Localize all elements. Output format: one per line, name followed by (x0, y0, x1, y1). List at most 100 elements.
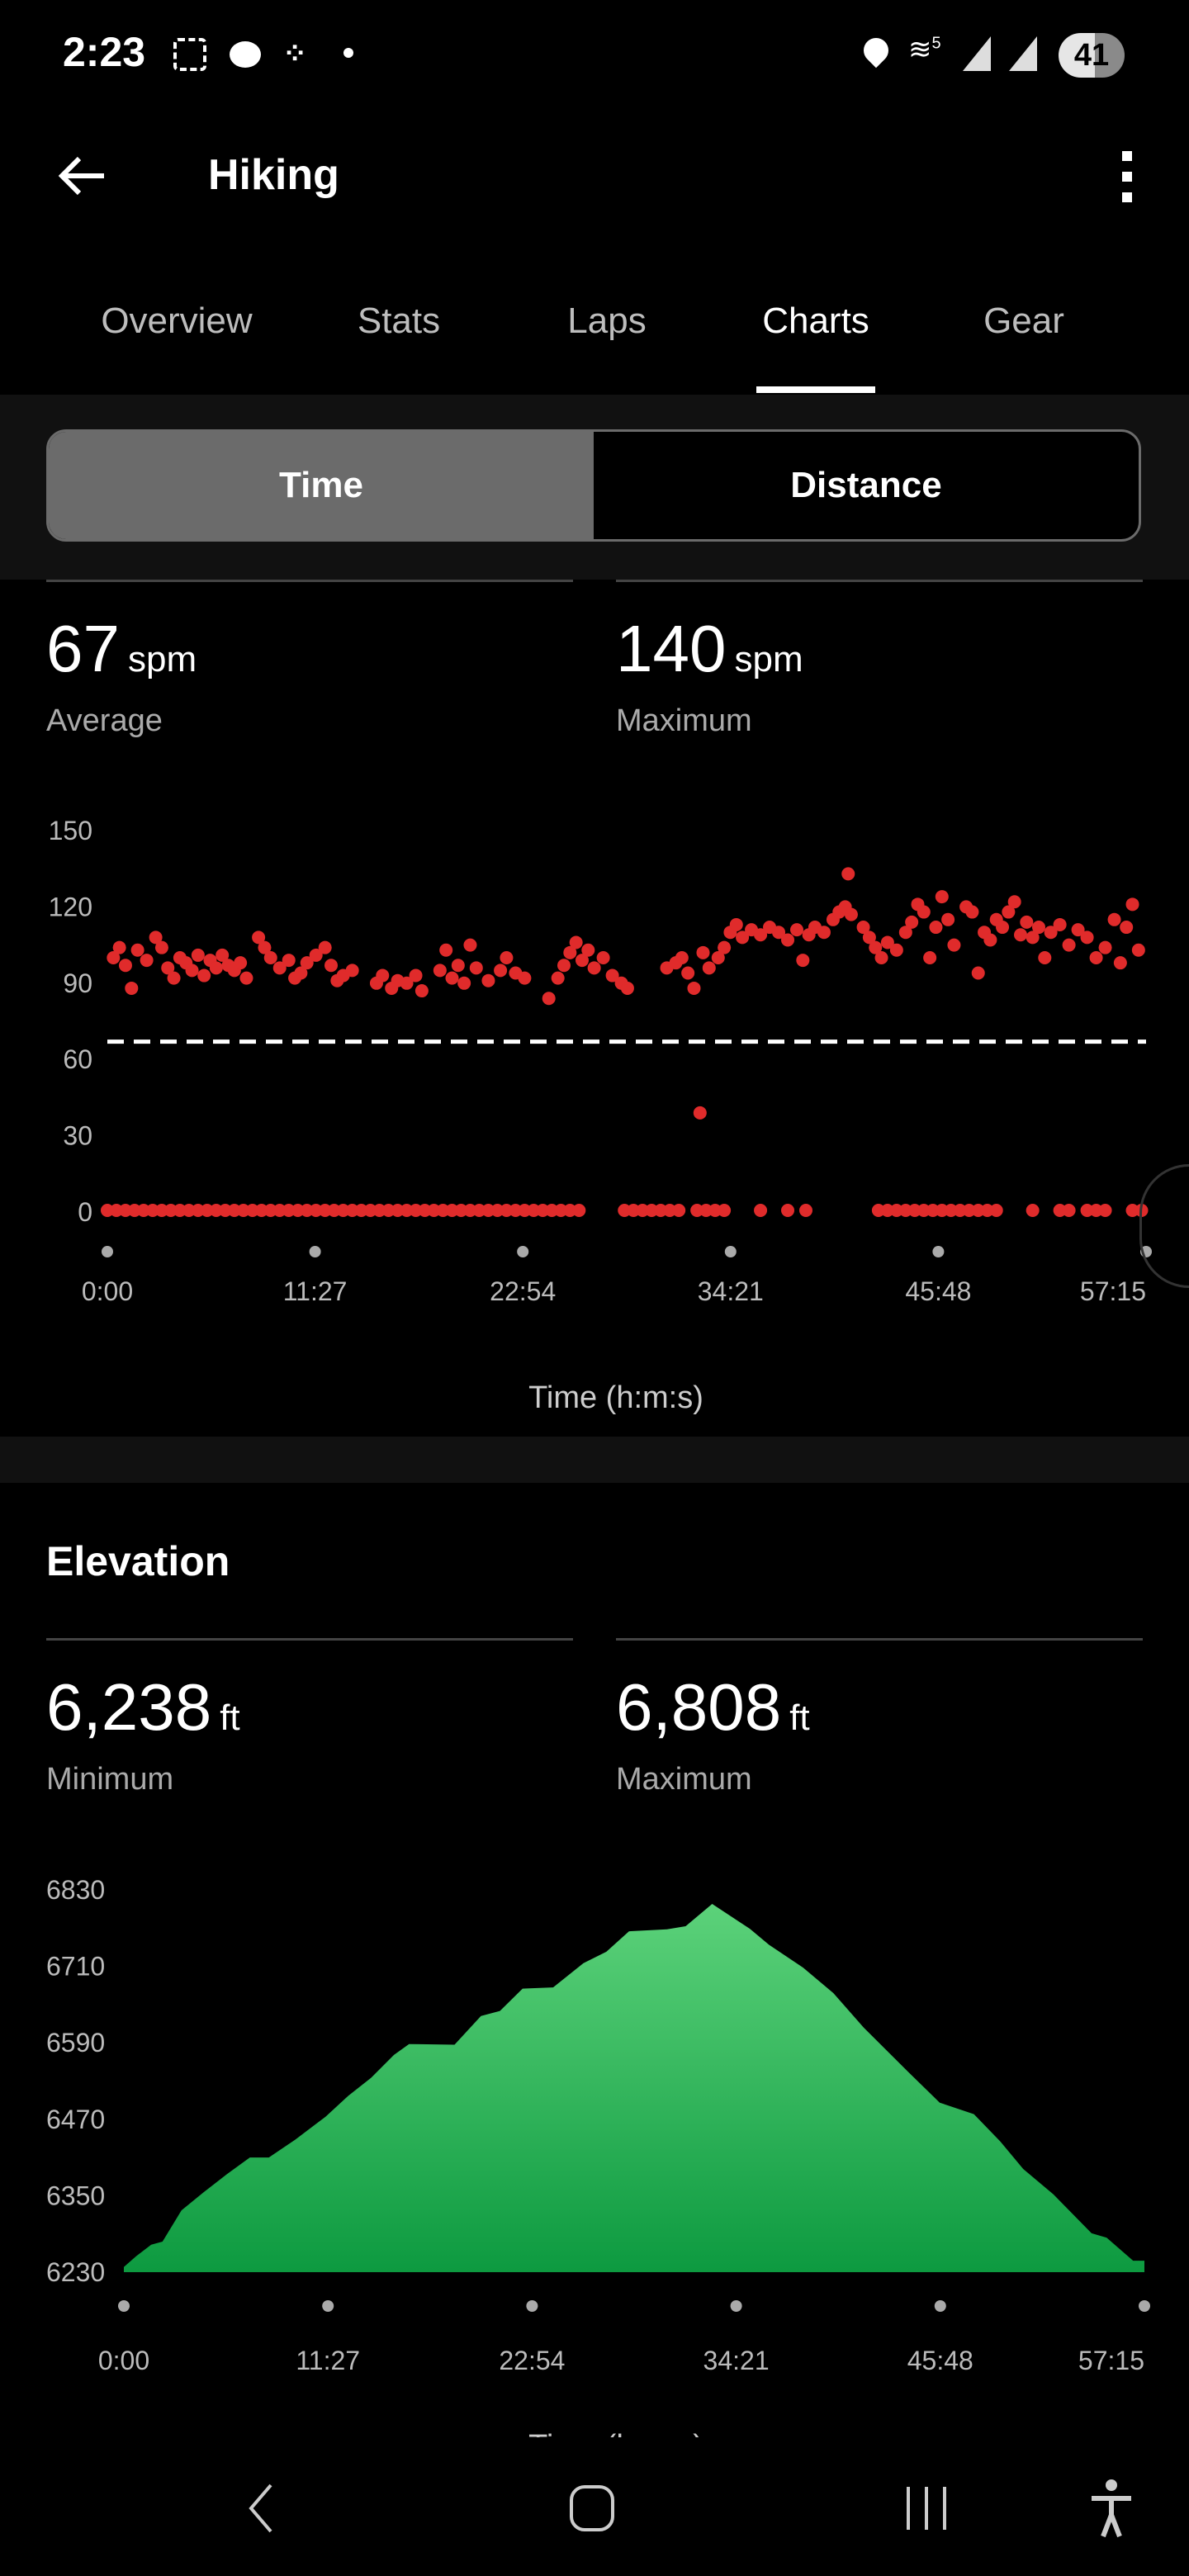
cadence-point (336, 1204, 350, 1217)
cadence-point (772, 926, 786, 940)
elevation-minimum-value: 6,238 ft (46, 1669, 240, 1745)
cadence-point (197, 968, 211, 983)
section-separator (0, 1437, 1189, 1483)
location-icon (858, 32, 894, 69)
back-button[interactable] (54, 147, 112, 205)
elevation-minimum-label: Minimum (46, 1762, 174, 1797)
active-tab-indicator (756, 386, 875, 393)
cadence-point (654, 1204, 668, 1217)
cadence-point (500, 1204, 514, 1217)
cadence-point (161, 961, 175, 975)
cadence-point (109, 1204, 123, 1217)
cadence-point (596, 951, 610, 964)
more-options-button[interactable] (1115, 149, 1139, 206)
cadence-point (1098, 1204, 1112, 1217)
cadence-point (871, 1204, 885, 1217)
toggle-distance[interactable]: Distance (790, 465, 942, 505)
arrow-left-icon (58, 156, 104, 196)
cadence-point (980, 1204, 994, 1217)
cadence-point (729, 917, 743, 931)
cadence-point (557, 959, 571, 973)
cadence-point (472, 1204, 486, 1217)
cadence-point (376, 968, 390, 983)
cadence-point (917, 1204, 931, 1217)
cadence-point (518, 1204, 532, 1217)
cadence-point (754, 928, 768, 942)
cadence-point (889, 943, 903, 957)
cadence-point (935, 890, 949, 904)
cadence-point (149, 930, 163, 945)
cadence-point (345, 964, 359, 978)
more-vertical-icon (1122, 151, 1132, 202)
value: 6,238 (46, 1670, 212, 1744)
cadence-point (1125, 1204, 1139, 1217)
cadence-point (1026, 930, 1040, 945)
cadence-point (627, 1204, 641, 1217)
cadence-point (1062, 938, 1076, 952)
y-tick-label: 6230 (46, 2257, 105, 2287)
x-tick-dot (517, 1246, 529, 1257)
cadence-point (463, 1204, 477, 1217)
cadence-point (309, 948, 323, 962)
cadence-point (898, 926, 912, 940)
cadence-point (880, 1204, 894, 1217)
tab-stats[interactable]: Stats (357, 301, 441, 341)
tab-charts[interactable]: Charts (762, 301, 869, 341)
cadence-point (862, 930, 876, 945)
toggle-time[interactable]: Time (49, 432, 594, 539)
cadence-point (136, 1204, 150, 1217)
cadence-point (254, 1204, 268, 1217)
x-tick-label: 11:27 (283, 1276, 348, 1306)
x-tick-label: 22:54 (490, 1276, 556, 1306)
y-tick-label: 6470 (46, 2105, 105, 2134)
cadence-point (563, 1204, 577, 1217)
nav-home-icon[interactable] (570, 2485, 614, 2531)
cadence-point (209, 961, 223, 975)
nav-recents-icon[interactable] (902, 2484, 951, 2533)
cadence-point (1062, 1204, 1076, 1217)
elevation-maximum-value: 6,808 ft (616, 1669, 810, 1745)
tab-gear[interactable]: Gear (983, 301, 1064, 341)
cadence-point (1089, 1204, 1103, 1217)
tab-laps[interactable]: Laps (567, 301, 647, 341)
cadence-point (1113, 956, 1127, 970)
nav-back-icon[interactable] (244, 2482, 277, 2535)
cadence-point (185, 964, 199, 978)
cadence-point (1080, 930, 1094, 945)
y-tick-label: 60 (63, 1044, 92, 1074)
cadence-point (409, 1204, 423, 1217)
cadence-point (454, 1204, 468, 1217)
tab-overview[interactable]: Overview (101, 301, 253, 341)
cadence-point (300, 1204, 314, 1217)
cadence-point (354, 1204, 368, 1217)
cadence-point (236, 1204, 250, 1217)
status-time: 2:23 (63, 29, 146, 75)
cadence-point (1080, 1204, 1094, 1217)
cadence-point (112, 940, 126, 954)
cadence-point (445, 971, 459, 985)
accessibility-icon[interactable] (1088, 2479, 1135, 2538)
cadence-point (263, 951, 277, 964)
cadence-point (971, 1204, 985, 1217)
y-tick-label: 6350 (46, 2181, 105, 2210)
cadence-point (173, 1204, 187, 1217)
x-tick-label: 45:48 (905, 1276, 971, 1306)
cadence-point (696, 945, 710, 959)
cadence-point (636, 1204, 650, 1217)
cadence-point (796, 954, 810, 968)
cadence-point (294, 966, 308, 980)
system-nav-bar (0, 2437, 1189, 2576)
cadence-point (400, 1204, 414, 1217)
battery-level: 41 (1073, 37, 1110, 73)
y-tick-label: 30 (63, 1121, 92, 1151)
dot-icon (343, 48, 353, 58)
cadence-point (1053, 917, 1067, 931)
cadence-point (272, 1204, 287, 1217)
cadence-point (1044, 926, 1058, 940)
x-tick-dot (730, 2300, 742, 2312)
elevation-title: Elevation (46, 1538, 230, 1584)
cadence-point (1038, 951, 1052, 964)
cadence-point (947, 938, 961, 952)
cadence-point (433, 964, 447, 978)
network-label: 5 (931, 34, 941, 53)
